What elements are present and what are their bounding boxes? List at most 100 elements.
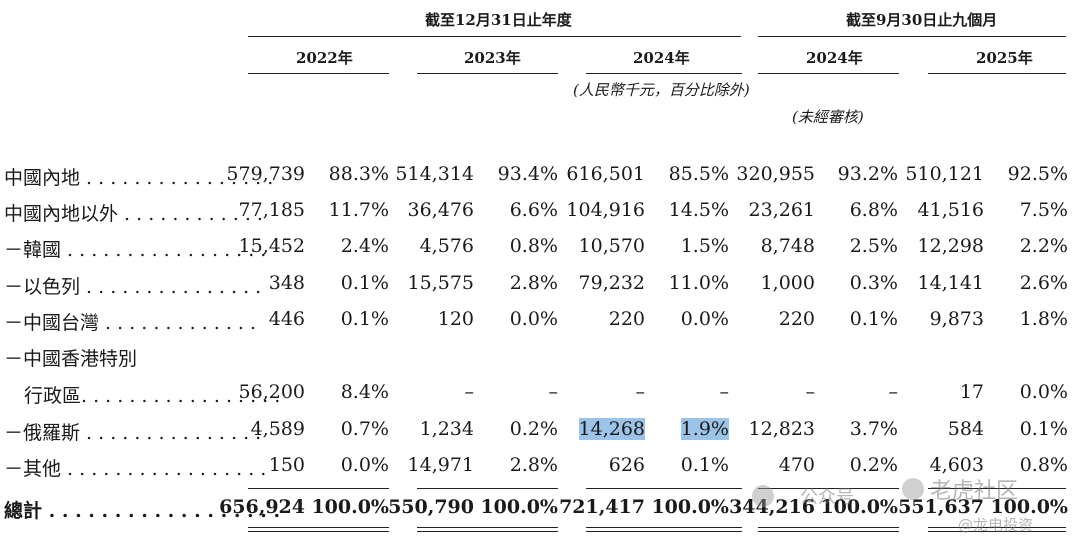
row-label: －中國香港特別 bbox=[4, 348, 138, 370]
percent-cell: 6.8% bbox=[849, 199, 898, 221]
watermark-wechat: 公众号 bbox=[800, 487, 854, 508]
percent-cell: 100.0% bbox=[480, 496, 558, 518]
amount-cell: 12,298 bbox=[917, 235, 984, 257]
row-label: －韓國 . . . . . . . . . . . . . . . . . bbox=[4, 239, 267, 261]
total-rule bbox=[928, 527, 1066, 528]
percent-cell: 0.2% bbox=[509, 418, 558, 440]
amount-cell: 4,589 bbox=[250, 418, 305, 440]
total-rule bbox=[586, 488, 742, 489]
amount-cell: 1,000 bbox=[760, 272, 815, 294]
total-rule bbox=[417, 531, 558, 532]
percent-cell: 0.1% bbox=[849, 308, 898, 330]
percent-cell: 100.0% bbox=[651, 496, 729, 518]
highlighted-value: 1.9% bbox=[680, 418, 729, 440]
row-label: －以色列 . . . . . . . . . . . . . . . bbox=[4, 276, 262, 298]
percent-cell: 7.5% bbox=[1019, 199, 1068, 221]
amount-cell: 10,570 bbox=[578, 235, 645, 257]
year-2024: 2024年 bbox=[633, 49, 690, 67]
year-2024-nine: 2024年 bbox=[806, 49, 863, 67]
amount-cell: 79,232 bbox=[578, 272, 645, 294]
percent-cell: 100.0% bbox=[311, 496, 389, 518]
amount-cell: 36,476 bbox=[407, 199, 474, 221]
amount-cell: 514,314 bbox=[395, 163, 474, 185]
percent-cell: 0.8% bbox=[509, 235, 558, 257]
amount-cell: 470 bbox=[778, 454, 815, 476]
amount-cell: 584 bbox=[947, 418, 984, 440]
amount-cell: 15,452 bbox=[238, 235, 305, 257]
percent-cell: – bbox=[548, 381, 559, 403]
percent-cell: 2.8% bbox=[509, 454, 558, 476]
percent-cell: 0.0% bbox=[680, 308, 729, 330]
percent-cell: 3.7% bbox=[849, 418, 898, 440]
percent-cell: 100.0% bbox=[990, 496, 1068, 518]
amount-cell: 551,637 bbox=[898, 496, 984, 518]
row-label: －其他 . . . . . . . . . . . . . . . . . bbox=[4, 458, 267, 480]
percent-cell: 85.5% bbox=[668, 163, 729, 185]
amount-cell: 15,575 bbox=[407, 272, 474, 294]
percent-cell: 93.2% bbox=[837, 163, 898, 185]
unit-note: (人民幣千元，百分比除外) bbox=[573, 81, 750, 99]
percent-cell: 1.5% bbox=[680, 235, 729, 257]
amount-cell: 446 bbox=[268, 308, 305, 330]
percent-cell: 0.7% bbox=[340, 418, 389, 440]
percent-cell: 8.4% bbox=[340, 381, 389, 403]
year-2024-line bbox=[586, 73, 742, 74]
amount-cell: 626 bbox=[608, 454, 645, 476]
amount-cell: – bbox=[635, 381, 646, 403]
year-2025: 2025年 bbox=[976, 49, 1033, 67]
percent-cell: 0.2% bbox=[849, 454, 898, 476]
amount-cell: 9,873 bbox=[929, 308, 984, 330]
total-rule bbox=[248, 527, 389, 528]
amount-cell: – bbox=[805, 381, 816, 403]
row-label: 行政區. . . . . . . . . . . . . . . . . bbox=[24, 385, 281, 407]
row-label: 中國內地 . . . . . . . . . . . . . . . . bbox=[4, 167, 274, 189]
percent-cell: 0.0% bbox=[1019, 381, 1068, 403]
percent-cell: 11.7% bbox=[328, 199, 389, 221]
percent-cell: 6.6% bbox=[509, 199, 558, 221]
amount-cell: 14,141 bbox=[917, 272, 984, 294]
amount-cell: 550,790 bbox=[388, 496, 474, 518]
amount-cell: 104,916 bbox=[566, 199, 645, 221]
amount-cell: 616,501 bbox=[566, 163, 645, 185]
percent-cell: 14.5% bbox=[668, 199, 729, 221]
row-label: 總計 . . . . . . . . . . . . . . . . . . bbox=[4, 500, 281, 522]
percent-cell: 0.8% bbox=[1019, 454, 1068, 476]
amount-cell: 120 bbox=[437, 308, 474, 330]
percent-cell: – bbox=[888, 381, 899, 403]
total-rule bbox=[586, 531, 742, 532]
percent-cell: 1.9% bbox=[680, 418, 729, 440]
percent-cell: 93.4% bbox=[497, 163, 558, 185]
amount-cell: 348 bbox=[268, 272, 305, 294]
percent-cell: 0.1% bbox=[680, 454, 729, 476]
total-rule bbox=[248, 531, 389, 532]
header-group-nine-months: 截至9月30日止九個月 bbox=[846, 11, 998, 29]
amount-cell: 150 bbox=[268, 454, 305, 476]
total-rule bbox=[758, 531, 899, 532]
year-2022-line bbox=[248, 73, 389, 74]
total-rule bbox=[758, 527, 899, 528]
total-rule bbox=[928, 531, 1066, 532]
amount-cell: – bbox=[464, 381, 475, 403]
unaudited-note: (未經審核) bbox=[792, 108, 864, 126]
total-rule bbox=[248, 488, 389, 489]
row-label: －俄羅斯 . . . . . . . . . . . . . . . bbox=[4, 422, 262, 444]
wechat-icon bbox=[752, 485, 774, 507]
amount-cell: 77,185 bbox=[238, 199, 305, 221]
percent-cell: 2.4% bbox=[340, 235, 389, 257]
amount-cell: 14,971 bbox=[407, 454, 474, 476]
highlighted-value: 14,268 bbox=[578, 418, 645, 440]
percent-cell: 0.1% bbox=[340, 272, 389, 294]
amount-cell: 41,516 bbox=[917, 199, 984, 221]
amount-cell: 344,216 bbox=[729, 496, 815, 518]
year-2024-nine-line bbox=[758, 73, 899, 74]
percent-cell: 92.5% bbox=[1007, 163, 1068, 185]
amount-cell: 220 bbox=[778, 308, 815, 330]
amount-cell: 1,234 bbox=[419, 418, 474, 440]
year-2023-line bbox=[417, 73, 558, 74]
amount-cell: 4,576 bbox=[419, 235, 474, 257]
amount-cell: 579,739 bbox=[226, 163, 305, 185]
amount-cell: 721,417 bbox=[559, 496, 645, 518]
percent-cell: 0.0% bbox=[509, 308, 558, 330]
percent-cell: 0.1% bbox=[1019, 418, 1068, 440]
watermark-name: 老虎社区 bbox=[930, 479, 1019, 504]
